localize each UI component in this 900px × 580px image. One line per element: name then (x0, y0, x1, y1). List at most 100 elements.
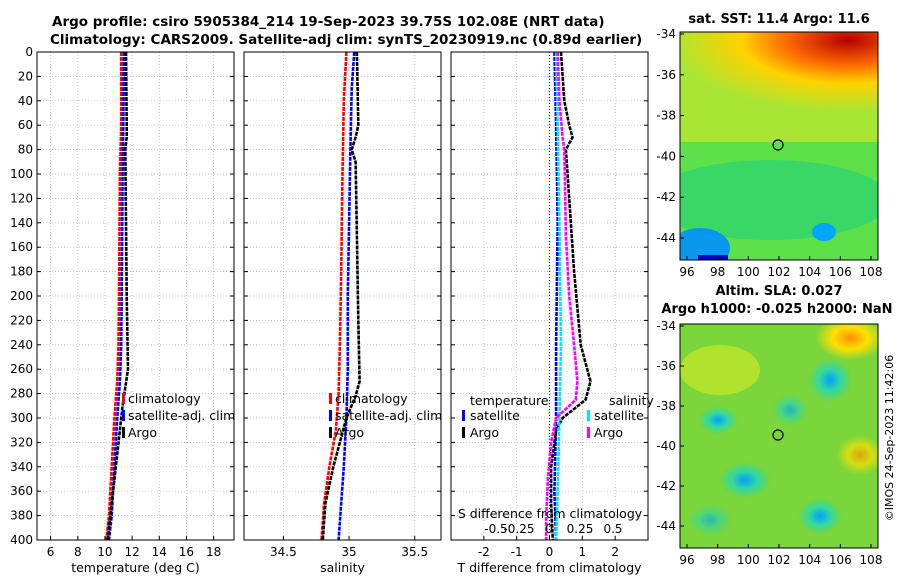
map-y-tick-label: -42 (656, 479, 676, 493)
y-tick-label: 160 (10, 240, 33, 254)
x-tick-label: 12 (124, 545, 139, 559)
top-axis-label: S difference from climatology (458, 506, 643, 521)
series-line-argo (106, 51, 130, 541)
top-tick-label: -0.5 (484, 522, 507, 536)
difference-panel: -2 -1 0 1 2T difference from climatology temp… (450, 51, 654, 575)
map-y-tick-label: -34 (656, 319, 676, 333)
legend-label: satellite-adj. clim (128, 408, 235, 423)
x-tick-label: 34.5 (270, 545, 297, 559)
legend-label: Argo (128, 425, 157, 440)
map-x-tick-label: 100 (737, 553, 760, 567)
map-x-tick-label: 106 (829, 553, 852, 567)
imos-watermark: ©IMOS 24-Sep-2023 11:42:06 (883, 355, 896, 521)
y-tick-label: 240 (10, 338, 33, 352)
y-tick-label: 400 (10, 533, 33, 547)
legend-label: Argo (335, 425, 364, 440)
sla-float-marker (772, 429, 784, 441)
sst-map-title: sat. SST: 11.4 Argo: 11.6 (688, 12, 869, 27)
sst-float-marker (772, 139, 784, 151)
series-line-satellite-adj-clim (337, 51, 356, 541)
legend-swatch (462, 427, 465, 438)
series-line-satellite-adj-clim (107, 51, 126, 541)
legend-swatch (587, 427, 590, 438)
map-x-tick-label: 100 (737, 265, 760, 279)
map-x-tick-label: 108 (860, 265, 883, 279)
x-tick-label: -1 (511, 545, 523, 559)
y-tick-label: 80 (18, 143, 33, 157)
map-x-tick-label: 102 (768, 553, 791, 567)
legend-label: satellite (594, 408, 644, 423)
salinity-panel: 34.5 35 35.5 salinity climatology satellite-a… (243, 51, 442, 575)
map-x-tick-label: 106 (829, 265, 852, 279)
x-tick-label: 14 (152, 545, 167, 559)
x-tick-label: 35 (341, 545, 356, 559)
y-tick-label: 260 (10, 362, 33, 376)
temperature-panel: 0 20 40 60 80 100 120 140 160 180 200 220 240 260 280 3… (10, 45, 235, 575)
legend-swatch (122, 427, 125, 438)
y-tick-label: 380 (10, 509, 33, 523)
x-axis-label: temperature (deg C) (71, 560, 200, 575)
map-x-tick-label: 98 (710, 265, 725, 279)
map-y-tick-label: -40 (656, 149, 676, 163)
x-tick-label: 2 (611, 545, 619, 559)
legend-swatch (329, 410, 332, 421)
y-tick-label: 100 (10, 167, 33, 181)
y-tick-label: 40 (18, 94, 33, 108)
y-tick-label: 180 (10, 265, 33, 279)
map-y-tick-label: -38 (656, 109, 676, 123)
axes-frame (36, 51, 235, 541)
title-line-1: Argo profile: csiro 5905384_214 19-Sep-2… (52, 14, 605, 30)
series-line-t-satellite (553, 51, 560, 541)
legend-swatch (329, 427, 332, 438)
sla-map: Altim. SLA: 0.027 Argo h1000: -0.025 h20… (656, 284, 892, 567)
x-tick-label: 8 (74, 545, 82, 559)
series-line-argo (321, 51, 361, 541)
x-tick-label: -2 (478, 545, 490, 559)
legend-label: climatology (128, 391, 201, 406)
series-line-s-satellite (554, 51, 563, 541)
series-line-climatology (105, 52, 123, 541)
map-x-tick-label: 104 (798, 265, 821, 279)
y-tick-label: 280 (10, 387, 33, 401)
legend-swatch (122, 393, 125, 404)
y-tick-label: 320 (10, 435, 33, 449)
x-tick-label: 16 (179, 545, 194, 559)
x-tick-label: 18 (206, 545, 221, 559)
sla-map-title-1: Altim. SLA: 0.027 (716, 284, 843, 299)
map-y-tick-label: -36 (656, 68, 676, 82)
legend-swatch (587, 410, 590, 421)
legend-label: satellite (470, 408, 520, 423)
map-y-tick-label: -44 (656, 231, 676, 245)
y-tick-label: 220 (10, 313, 33, 327)
legend-label: climatology (335, 391, 408, 406)
map-x-tick-label: 108 (860, 553, 883, 567)
y-tick-label: 60 (18, 118, 33, 132)
map-x-tick-label: 104 (798, 553, 821, 567)
y-tick-label: 300 (10, 411, 33, 425)
legend-label: Argo (594, 425, 623, 440)
sst-map: sat. SST: 11.4 Argo: 11.6 -34 -36 -38 -40 -4… (656, 12, 883, 279)
top-tick-label: 0.25 (567, 522, 594, 536)
y-tick-label: 120 (10, 191, 33, 205)
series-line-s-argo (544, 51, 579, 540)
series-line-climatology (320, 51, 348, 541)
map-y-tick-label: -36 (656, 359, 676, 373)
map-y-tick-label: -44 (656, 519, 676, 533)
x-tick-label: 10 (97, 545, 112, 559)
top-tick-label: 0.5 (603, 522, 622, 536)
x-axis-label: salinity (320, 560, 365, 575)
y-tick-label: 360 (10, 484, 33, 498)
y-tick-label: 140 (10, 216, 33, 230)
top-tick-label: 0 (545, 522, 553, 536)
y-tick-label: 20 (18, 69, 33, 83)
title-line-2: Climatology: CARS2009. Satellite-adj cli… (50, 32, 643, 48)
y-tick-label: 340 (10, 460, 33, 474)
map-y-tick-label: -38 (656, 399, 676, 413)
series-line-t-argo (549, 51, 592, 541)
legend-label: Argo (470, 425, 499, 440)
map-y-tick-label: -42 (656, 190, 676, 204)
x-tick-label: 6 (47, 545, 55, 559)
sla-map-title-2: Argo h1000: -0.025 h2000: NaN (661, 302, 892, 317)
x-axis-label: T difference from climatology (456, 560, 642, 575)
